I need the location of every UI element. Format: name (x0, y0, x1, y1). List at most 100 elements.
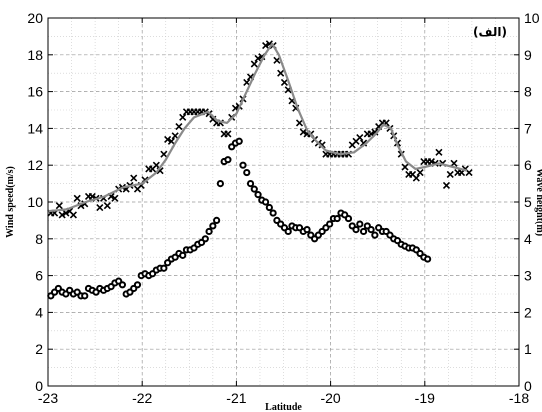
wave-height-point (265, 203, 273, 212)
wind-speed-point (401, 163, 409, 171)
wind-speed-point (167, 137, 175, 145)
wind-speed-point (295, 119, 304, 127)
wind-speed-point (152, 161, 160, 169)
wind-speed-point (73, 194, 81, 202)
y-tick-label-right: 9 (524, 47, 532, 63)
y-tick-label-left: 16 (27, 84, 43, 100)
wave-height-point (160, 264, 168, 272)
wind-speed-point (171, 132, 179, 140)
wind-speed-point (356, 134, 364, 142)
wave-height-point (246, 180, 255, 188)
y-tick-label-right: 6 (524, 157, 532, 173)
wind-speed-point (299, 128, 307, 136)
y-tick-label-left: 2 (35, 341, 43, 357)
wind-speed-point (412, 174, 420, 182)
wind-speed-point (318, 141, 326, 149)
series-layer (47, 40, 473, 300)
y-axis-label-right: Wave height(m) (534, 168, 542, 236)
wind-speed-point (254, 54, 262, 63)
wind-speed-point (280, 78, 289, 86)
wave-height-point (118, 281, 127, 289)
x-tick-label: -21 (226, 390, 246, 406)
fit-line (47, 42, 468, 213)
wind-speed-point (250, 60, 258, 68)
wind-speed-point (277, 69, 285, 77)
wave-height-point (209, 222, 217, 230)
y-axis-label-left: Wind speed(m/s) (5, 166, 16, 238)
wind-speed-point (160, 150, 168, 158)
wind-speed-point (164, 135, 172, 144)
y-tick-label-left: 0 (35, 378, 43, 394)
wind-speed-point (111, 194, 119, 202)
x-tick-label: -18 (509, 390, 529, 406)
wind-speed-point (435, 148, 443, 156)
wind-speed-point (262, 42, 270, 50)
wave-height-point (235, 137, 243, 145)
wave-height-point (250, 185, 258, 193)
wind-speed-point (130, 174, 138, 182)
wave-height-point (254, 191, 262, 199)
wind-speed-point (96, 203, 104, 212)
wind-speed-point (103, 202, 111, 210)
wave-height-point (352, 226, 360, 234)
wind-speed-point (427, 157, 435, 166)
wave-height-point (224, 156, 232, 164)
panel-label: (الف) (473, 25, 507, 39)
wind-speed-point (69, 211, 77, 219)
y-tick-label-right: 1 (524, 341, 532, 357)
x-axis-label: Latitude (265, 402, 302, 412)
y-tick-label-left: 18 (27, 47, 43, 63)
wind-speed-point (243, 78, 251, 86)
wave-height-point (344, 214, 353, 223)
x-tick-label: -23 (38, 390, 58, 406)
wave-height-point (367, 226, 375, 234)
y-tick-label-right: 4 (524, 231, 532, 247)
wave-height-point (356, 220, 364, 228)
y-tick-label-right: 5 (524, 194, 532, 210)
wind-speed-point (58, 211, 66, 219)
y-tick-label-right: 3 (524, 268, 532, 284)
wave-height-point (213, 216, 221, 224)
wave-height-point (81, 292, 89, 300)
y-tick-label-left: 20 (27, 10, 43, 26)
wind-speed-point (179, 113, 187, 121)
wind-speed-point (62, 209, 70, 217)
wind-speed-point (360, 139, 368, 147)
wind-speed-point (175, 122, 183, 131)
wave-height-point (243, 168, 251, 177)
y-tick-label-right: 10 (524, 10, 540, 26)
wind-speed-point (416, 168, 424, 177)
wave-height-point (133, 281, 142, 289)
wave-height-point (201, 235, 209, 243)
wind-speed-point (224, 130, 232, 138)
wave-height-point (239, 161, 247, 169)
x-tick-label: -19 (415, 390, 435, 406)
wind-speed-point (442, 181, 451, 190)
y-tick-label-right: 8 (524, 84, 532, 100)
wind-speed-point (446, 170, 454, 178)
y-tick-label-right: 7 (524, 120, 532, 136)
y-tick-label-left: 10 (27, 194, 43, 210)
y-tick-label-left: 4 (35, 304, 43, 320)
wave-height-point (284, 227, 292, 236)
wave-height-point (333, 214, 341, 223)
wind-speed-point (273, 56, 281, 64)
y-tick-label-left: 8 (35, 231, 43, 247)
wind-speed-point (450, 159, 458, 167)
wave-height-point (262, 198, 270, 206)
y-tick-label-left: 14 (27, 120, 43, 136)
x-tick-label: -22 (132, 390, 152, 406)
wave-height-point (371, 231, 379, 239)
wave-height-point (179, 251, 187, 259)
tick-labels: -23 -22 -21 -20 -19 -180246810121416182001234… (27, 10, 539, 406)
y-tick-label-left: 6 (35, 268, 43, 284)
wave-height-point (359, 227, 368, 236)
y-tick-label-right: 2 (524, 304, 532, 320)
y-tick-label-right: 0 (524, 378, 532, 394)
wave-height-point (205, 227, 213, 236)
wave-height-point (269, 209, 277, 217)
y-tick-label-left: 12 (27, 157, 43, 173)
x-tick-label: -20 (320, 390, 340, 406)
wind-speed-point (55, 202, 63, 210)
